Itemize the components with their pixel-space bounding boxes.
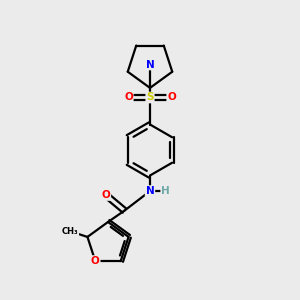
- Text: N: N: [146, 186, 154, 196]
- Text: O: O: [167, 92, 176, 103]
- Text: H: H: [161, 186, 170, 196]
- Text: S: S: [146, 92, 154, 103]
- Text: O: O: [101, 190, 110, 200]
- Text: N: N: [146, 59, 154, 70]
- Text: CH₃: CH₃: [62, 227, 79, 236]
- Text: O: O: [124, 92, 133, 103]
- Text: O: O: [91, 256, 100, 266]
